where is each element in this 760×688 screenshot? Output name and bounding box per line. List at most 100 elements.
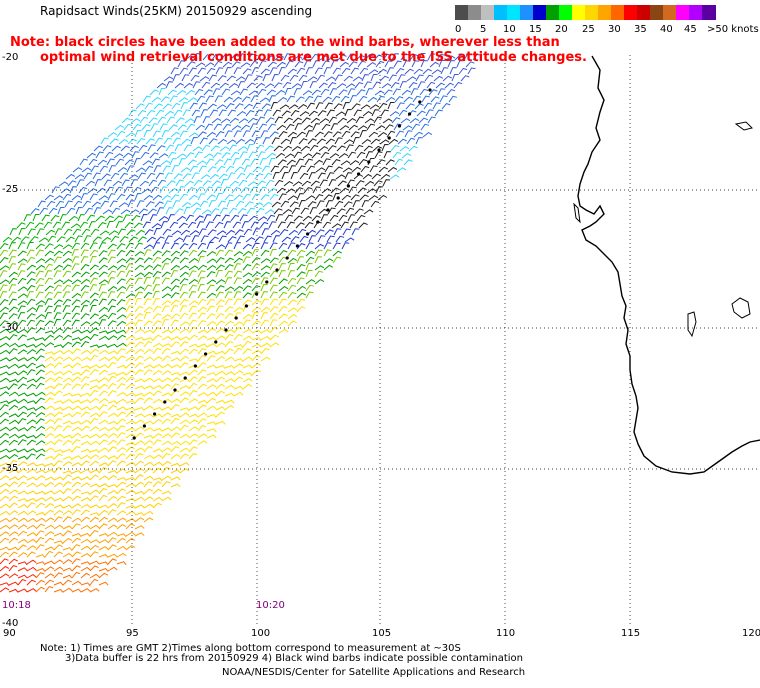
wind-barb [211, 180, 221, 187]
wind-barb [227, 236, 237, 243]
wind-barb [143, 467, 154, 474]
wind-barb [188, 426, 199, 432]
wind-barb [184, 118, 195, 124]
wind-barb [8, 565, 18, 572]
wind-barb [120, 209, 131, 215]
wind-barb [224, 356, 235, 362]
wind-barb [0, 349, 10, 355]
wind-barb [332, 250, 342, 257]
wind-barb [170, 313, 180, 320]
wind-barb [326, 172, 335, 180]
wind-barb [44, 579, 54, 586]
wind-barb [205, 158, 215, 166]
wind-barb [64, 200, 73, 208]
lon-tick-100: 100 [251, 628, 271, 639]
wind-barb [427, 53, 436, 61]
wind-barb [57, 207, 65, 215]
wind-barb [116, 425, 126, 432]
wind-barb [170, 270, 178, 278]
wind-barb [256, 54, 266, 61]
wind-barb [53, 406, 64, 411]
wind-barb [302, 215, 313, 222]
wind-barb [160, 160, 171, 166]
wind-barb [133, 222, 143, 229]
wind-barb [71, 588, 82, 593]
wind-barb [191, 172, 200, 180]
wind-barb [220, 178, 228, 187]
wind-barb [89, 369, 99, 376]
wind-barb [35, 482, 46, 488]
wind-barb [366, 188, 377, 194]
wind-barb [8, 510, 19, 516]
wind-barb [125, 518, 136, 523]
wind-barb [125, 544, 136, 551]
wind-barb [98, 483, 109, 488]
wind-barb [98, 404, 108, 411]
wind-barb [453, 81, 463, 89]
wind-barb [322, 158, 331, 166]
wind-barb [277, 96, 288, 103]
wind-barb [107, 335, 118, 341]
wind-barb [17, 312, 25, 320]
wind-barb [197, 131, 207, 138]
wind-barb [62, 298, 72, 306]
wind-barb [0, 279, 10, 285]
contamination-flag [204, 352, 208, 356]
wind-barb [116, 348, 126, 355]
wind-barb [71, 551, 81, 558]
wind-barb [269, 67, 278, 75]
wind-barb [107, 312, 117, 320]
wind-barb [336, 208, 346, 215]
wind-barb [53, 540, 64, 545]
wind-barb [161, 355, 171, 362]
wind-barb [179, 67, 189, 75]
wind-barb [206, 428, 217, 433]
wind-barb [38, 237, 49, 243]
wind-barb [35, 277, 45, 285]
wind-barb [196, 221, 205, 229]
wind-barb [249, 186, 258, 194]
wind-barb [314, 256, 323, 264]
wind-barb [62, 406, 73, 411]
wind-barb [337, 54, 347, 61]
wind-barb [361, 139, 372, 145]
contamination-flag [357, 172, 361, 176]
wind-barb [429, 61, 440, 68]
wind-barb [215, 313, 225, 320]
wind-barb [265, 55, 276, 61]
wind-barb [107, 412, 118, 418]
wind-barb [250, 221, 259, 229]
wind-barb [321, 188, 332, 194]
wind-barb [197, 392, 208, 397]
wind-barb [260, 312, 269, 320]
wind-barb [182, 235, 191, 243]
wind-barb [323, 67, 331, 75]
wind-barb [198, 102, 207, 110]
wind-barb [402, 125, 413, 131]
wind-barb [255, 82, 266, 89]
wind-barb [26, 439, 36, 446]
wind-barb [366, 123, 375, 131]
wind-barb [220, 118, 231, 124]
wind-barb [249, 60, 259, 68]
wind-barb [71, 399, 82, 404]
wind-barb [152, 384, 163, 390]
wind-barb [209, 173, 220, 180]
wind-barb [8, 371, 19, 376]
wind-barb [229, 54, 239, 61]
wind-barb [98, 419, 109, 425]
wind-barb [71, 537, 81, 544]
wind-barb [143, 454, 154, 460]
wind-barb [393, 123, 402, 131]
wind-barb [154, 137, 163, 145]
wind-barb [242, 313, 253, 320]
wind-barb [134, 298, 142, 306]
wind-barb [233, 277, 242, 285]
wind-barb [107, 285, 118, 292]
wind-barb [0, 495, 10, 502]
wind-barb [125, 250, 135, 257]
wind-barb [403, 96, 413, 103]
wind-barb [102, 145, 112, 152]
wind-barb [262, 201, 273, 208]
wind-barb [268, 95, 277, 103]
